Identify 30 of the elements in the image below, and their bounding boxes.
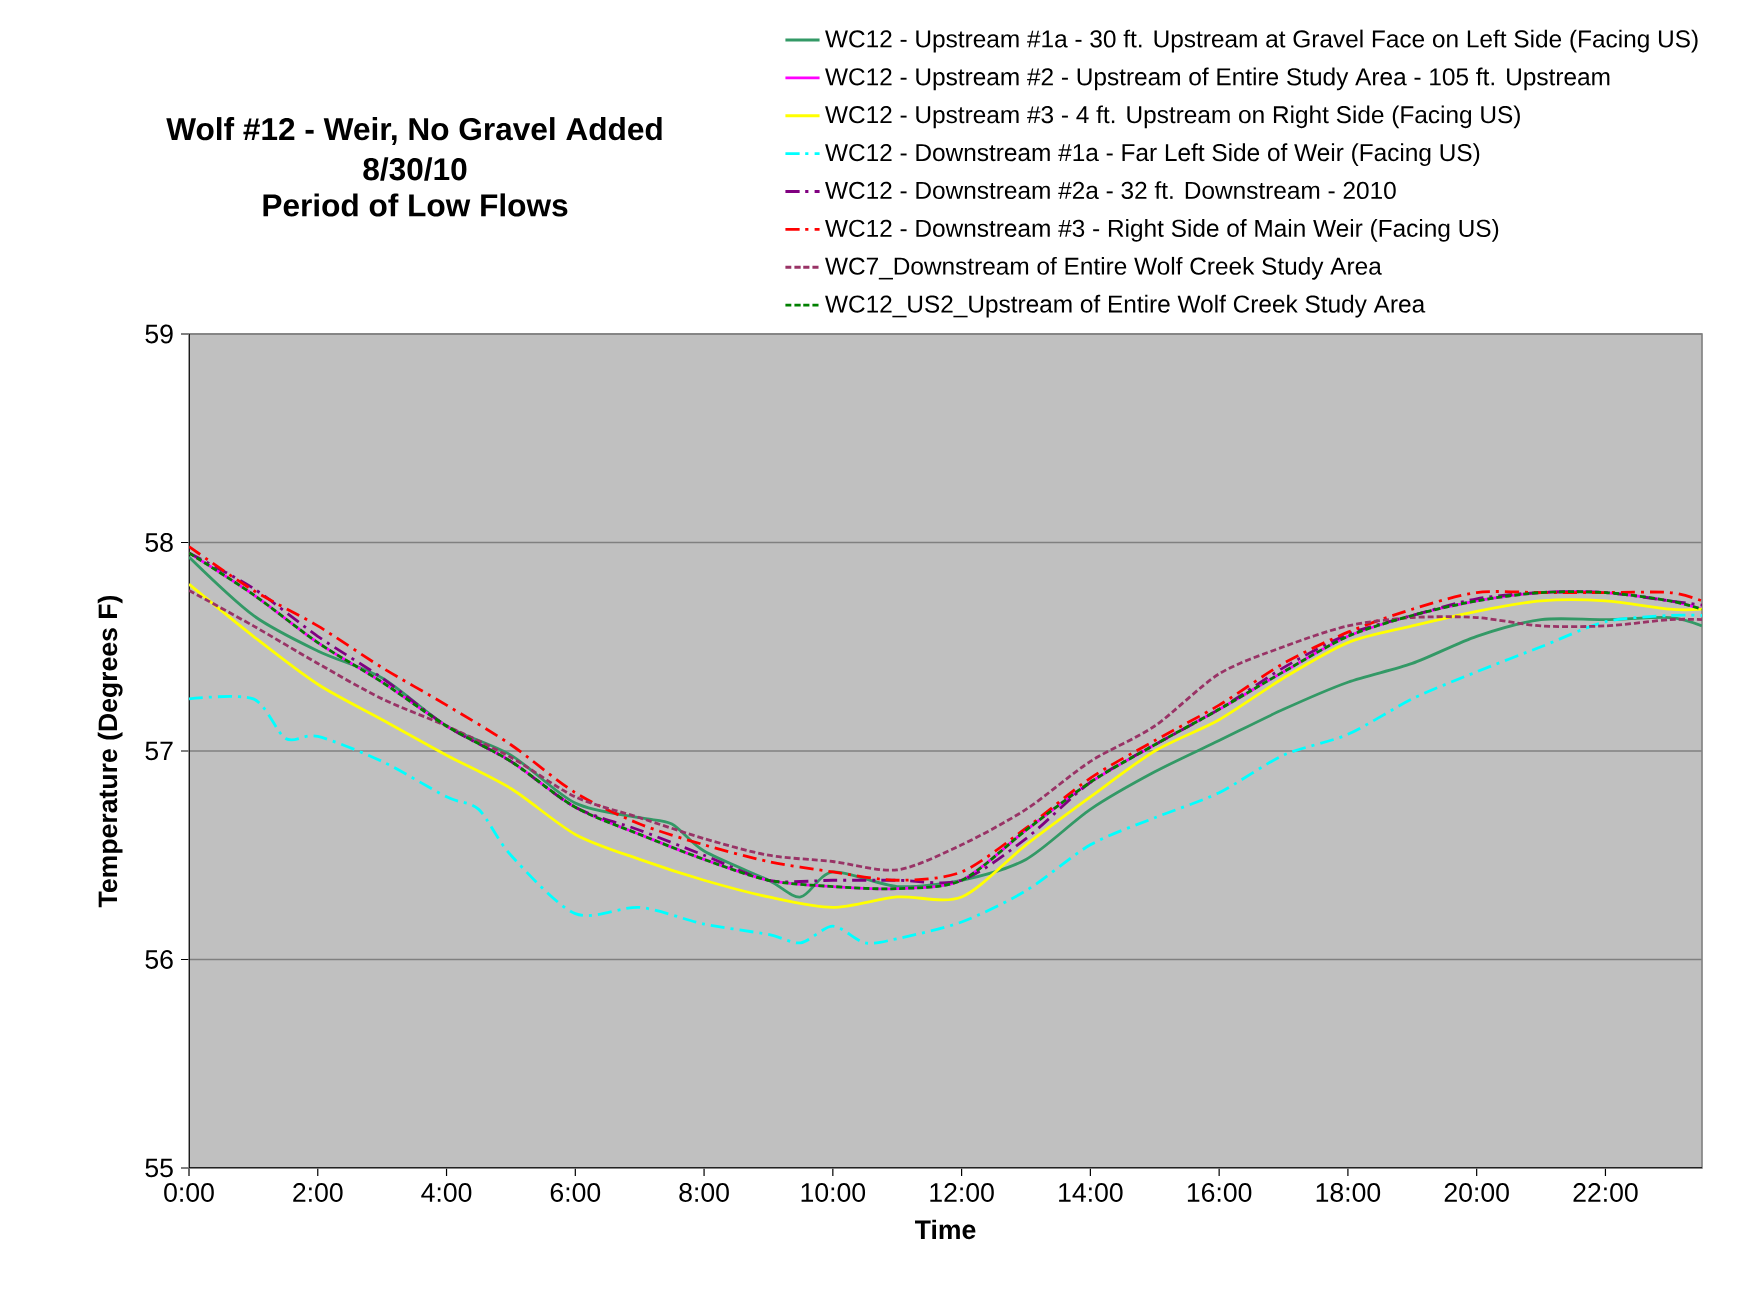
legend-label: WC7_Downstream of Entire Wolf Creek Study Area [825, 256, 1382, 280]
y-tick-label: 55 [145, 1158, 173, 1178]
x-axis-title: Time [915, 1219, 976, 1240]
x-tick-label: 2:00 [293, 1183, 343, 1202]
legend-label: WC12 - Downstream #3 - Right Side of Main Weir (Facing US) [825, 219, 1499, 242]
legend-label: WC12 - Downstream #1a - Far Left Side of Weir (Facing US) [825, 143, 1480, 167]
text: Period of Low Flows [263, 193, 568, 217]
x-tick-label: 8:00 [679, 1183, 729, 1202]
x-tick-label: 4:00 [421, 1183, 472, 1202]
y-tick-label: 58 [145, 533, 173, 552]
x-tick-label: 10:00 [801, 1183, 866, 1202]
legend-label: WC12 - Downstream #2a - 32 ft. Downstream - 2010 [825, 181, 1396, 200]
x-tick-label: 12:00 [930, 1183, 994, 1202]
legend-label: WC12 - Upstream #3 - 4 ft. Upstream on Right Side (Facing US) [825, 105, 1520, 129]
x-tick-label: 14:00 [1059, 1183, 1123, 1202]
x-tick-label: 16:00 [1187, 1183, 1252, 1202]
y-tick-label: 57 [145, 741, 173, 761]
x-tick-label: 18:00 [1316, 1183, 1381, 1202]
chart-subtitle: 8/30/10 [363, 157, 467, 181]
legend-label: WC12 - Upstream #1a - 30 ft. Upstream at Gravel Face on Left Side (Facing US) [825, 29, 1698, 53]
y-tick-label: 56 [145, 950, 173, 969]
x-tick-label: 0:00 [164, 1183, 214, 1202]
x-tick-label: 22:00 [1573, 1183, 1638, 1202]
y-axis-title: Temperature (Degrees F) [97, 595, 123, 908]
x-tick-label: 20:00 [1444, 1183, 1509, 1202]
chart-title: Wolf #12 - Weir, No Gravel Added [166, 117, 662, 145]
y-tick-label: 59 [145, 324, 173, 344]
legend-label: WC12_US2_Upstream of Entire Wolf Creek Study Area [825, 294, 1426, 318]
legend-label: WC12 - Upstream #2 - Upstream of Entire Study Area - 105 ft. Upstream [825, 67, 1610, 91]
x-tick-label: 6:00 [550, 1183, 601, 1202]
